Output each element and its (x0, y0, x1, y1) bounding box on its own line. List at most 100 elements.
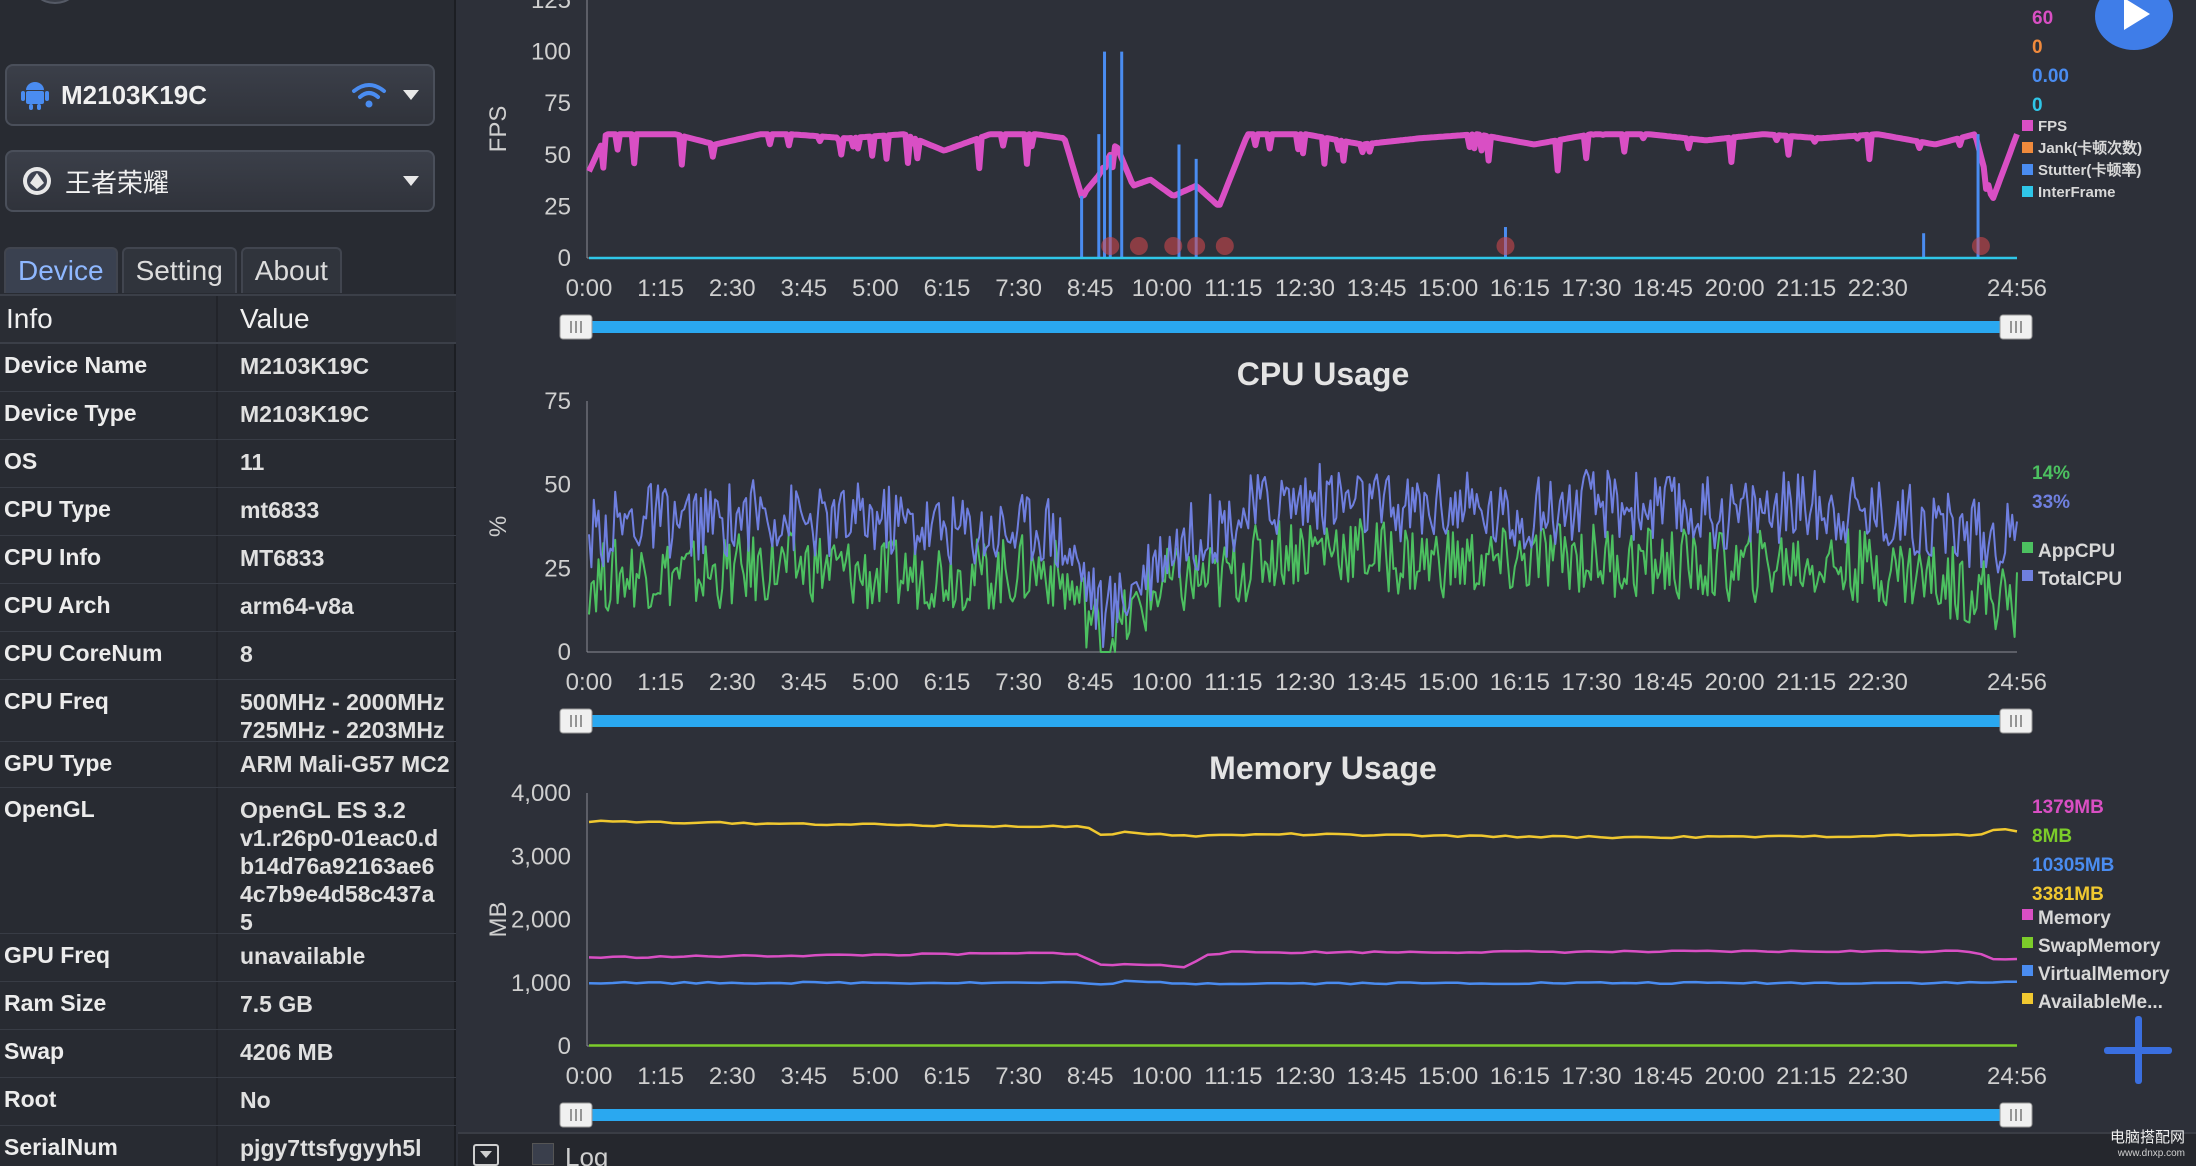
x-tick-label: 12:30 (1275, 1063, 1335, 1090)
jank-marker (1215, 237, 1234, 255)
y-axis-label: % (485, 516, 512, 537)
x-tick-label: 12:30 (1275, 275, 1335, 302)
y-tick-label: 75 (544, 388, 571, 415)
legend-swatch (2022, 186, 2033, 197)
avatar[interactable] (30, 0, 80, 4)
wifi-icon (352, 83, 386, 108)
x-tick-label: 6:15 (924, 275, 971, 302)
info-key: OS (0, 440, 218, 487)
table-row: SerialNum pjgy7ttsfygyyh5l (0, 1126, 456, 1166)
info-value: arm64-v8a (240, 593, 354, 619)
x-tick-label: 16:15 (1490, 669, 1550, 696)
x-tick-label: 11:15 (1204, 275, 1262, 302)
x-tick-label: 15:00 (1418, 669, 1478, 696)
column-header-info: Info (0, 296, 218, 342)
current-value-label: 1379MB (2032, 797, 2104, 818)
info-key: Swap (0, 1030, 218, 1077)
legend-label: VirtualMemory (2038, 964, 2170, 985)
x-tick-label: 18:45 (1633, 275, 1693, 302)
device-select[interactable]: M2103K19C (5, 64, 435, 126)
x-tick-label: 8:45 (1067, 1063, 1114, 1090)
x-tick-label: 17:30 (1561, 1063, 1621, 1090)
info-value: MT6833 (240, 545, 325, 571)
info-value: M2103K19C (240, 401, 370, 427)
y-tick-label: 0 (558, 245, 571, 272)
y-axis-label: MB (485, 902, 512, 938)
y-tick-label: 3,000 (511, 843, 571, 870)
tab-about[interactable]: About (240, 247, 342, 293)
x-tick-label: 22:30 (1848, 1063, 1908, 1090)
info-key: CPU Arch (0, 584, 218, 631)
legend-label: InterFrame (2038, 184, 2116, 201)
x-tick-label: 17:30 (1561, 275, 1621, 302)
add-chart-button[interactable] (2104, 1016, 2172, 1084)
table-row: CPU CoreNum 8 (0, 632, 456, 680)
x-tick-label: 10:00 (1132, 275, 1192, 302)
info-key: Device Type (0, 392, 218, 439)
info-value: 11 (240, 449, 265, 475)
tab-device[interactable]: Device (4, 247, 118, 293)
info-key: CPU CoreNum (0, 632, 218, 679)
x-tick-label: 1:15 (637, 1063, 684, 1090)
table-row: CPU Freq 500MHz - 2000MHz 725MHz - 2203MH… (0, 680, 456, 743)
x-tick-label: 12:30 (1275, 669, 1335, 696)
info-value: mt6833 (240, 497, 320, 523)
x-tick-label: 17:30 (1561, 669, 1621, 696)
app-select-label: 王者荣耀 (65, 167, 170, 198)
current-value-label: 14% (2032, 463, 2070, 484)
table-row: OpenGL OpenGL ES 3.2 v1.r26p0-01eac0.d b1… (0, 788, 456, 935)
legend-swatch (2022, 570, 2033, 581)
legend-swatch (2022, 142, 2033, 153)
info-key: CPU Type (0, 488, 218, 535)
jank-marker (1187, 237, 1206, 255)
series-line (588, 819, 2018, 840)
x-tick-label: 24:56 (1987, 275, 2047, 302)
series-line (588, 518, 2018, 653)
table-header: Info Value (0, 294, 456, 344)
y-tick-label: 50 (544, 472, 571, 499)
x-tick-label: 24:56 (1987, 669, 2047, 696)
series-line (588, 462, 2018, 649)
y-tick-label: 25 (544, 193, 571, 220)
y-tick-label: 50 (544, 142, 571, 169)
table-row: Ram Size 7.5 GB (0, 982, 456, 1030)
tab-setting[interactable]: Setting (121, 247, 237, 293)
charts-canvas: FPS 0 25 50 75 100 125 0:00 1:15 2:30 3:45 5:00 6:15… (485, 0, 2170, 1128)
x-tick-label: 2:30 (709, 1063, 756, 1090)
log-toggle-button[interactable] (473, 1144, 499, 1166)
table-row: CPU Arch arm64-v8a (0, 584, 456, 632)
current-value-label: 0 (2032, 95, 2043, 116)
x-tick-label: 6:15 (924, 669, 971, 696)
y-tick-label: 100 (531, 39, 571, 66)
x-tick-label: 10:00 (1132, 1063, 1192, 1090)
series-appcpu (588, 518, 2018, 653)
table-row: Root No (0, 1078, 456, 1126)
x-tick-label: 22:30 (1848, 669, 1908, 696)
watermark: 电脑搭配网 www.dnxp.com (2110, 1130, 2185, 1162)
x-tick-label: 13:45 (1347, 669, 1407, 696)
log-checkbox[interactable] (532, 1143, 554, 1165)
series-line (586, 131, 2020, 208)
jank-marker (1101, 237, 1120, 255)
legend-swatch (2022, 993, 2033, 1004)
x-tick-label: 8:45 (1067, 669, 1114, 696)
info-key: Ram Size (0, 982, 218, 1029)
legend-label: AppCPU (2038, 541, 2115, 562)
legend-label: TotalCPU (2038, 569, 2122, 590)
info-value: OpenGL ES 3.2 v1.r26p0-01eac0.d b14d76a9… (240, 797, 439, 935)
legend-swatch (2022, 542, 2033, 553)
x-tick-label: 10:00 (1132, 669, 1192, 696)
y-tick-label: 1,000 (511, 970, 571, 997)
series-totalcpu (588, 462, 2018, 649)
x-tick-label: 24:56 (1987, 1063, 2047, 1090)
legend-swatch (2022, 909, 2033, 920)
info-key: GPU Freq (0, 934, 218, 981)
info-key: CPU Info (0, 536, 218, 583)
jank-marker (1496, 237, 1515, 255)
x-tick-label: 15:00 (1418, 275, 1478, 302)
x-tick-label: 20:00 (1705, 1063, 1765, 1090)
app-select[interactable]: 王者荣耀 (5, 150, 435, 212)
x-tick-label: 11:15 (1204, 669, 1262, 696)
series-availablememory (588, 819, 2018, 840)
legend-label: AvailableMe... (2038, 992, 2163, 1013)
